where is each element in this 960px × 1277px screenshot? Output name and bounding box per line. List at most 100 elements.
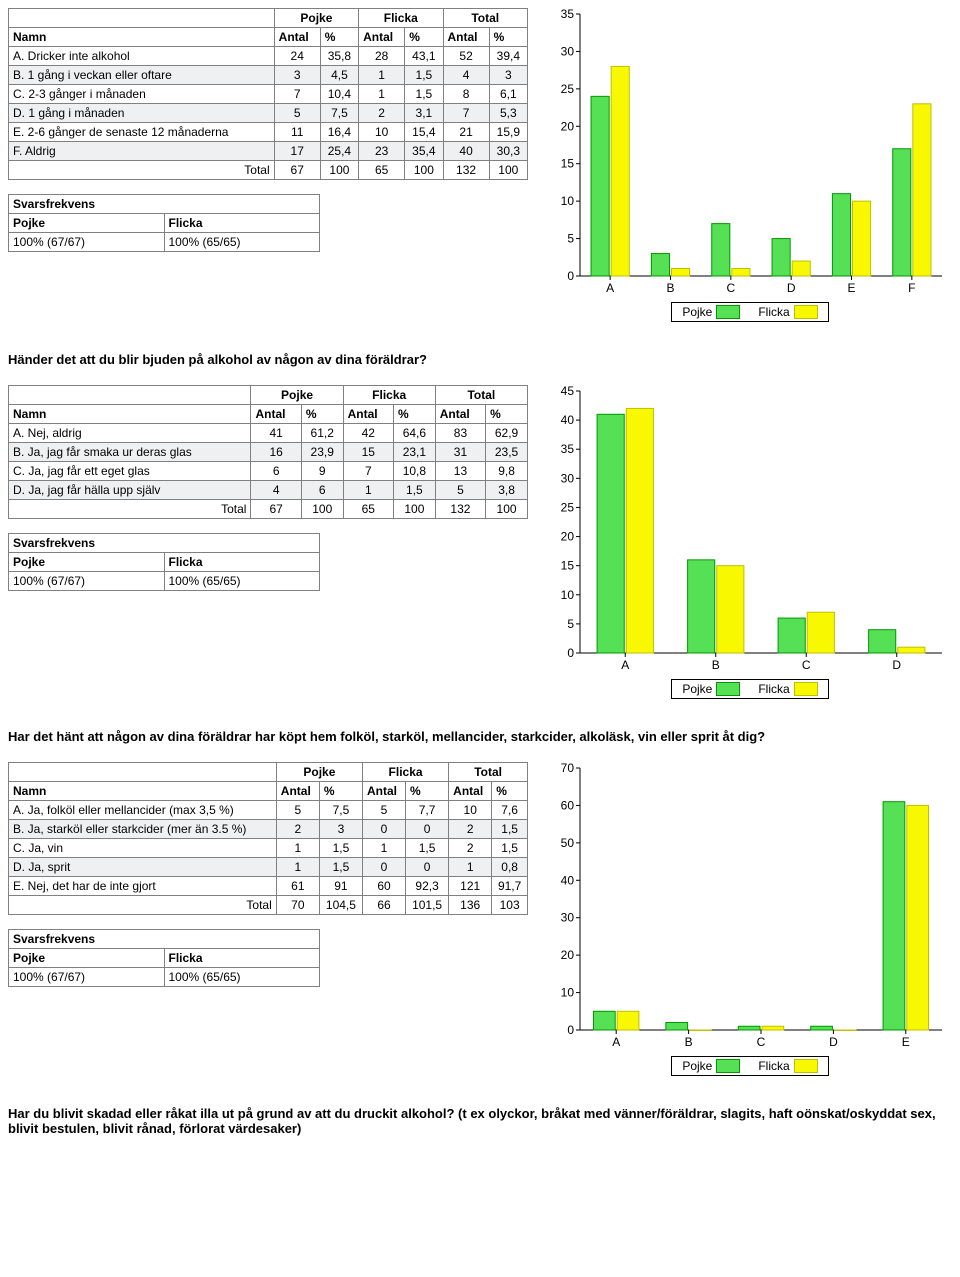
table-row: C. 2-3 gånger i månaden710,411,586,1 — [9, 85, 528, 104]
cell-value: 0 — [406, 820, 449, 839]
table-row: B. Ja, starköl eller starkcider (mer än … — [9, 820, 528, 839]
col-group: Flicka — [343, 386, 435, 405]
col-pct: % — [393, 405, 435, 424]
col-pct: % — [492, 782, 528, 801]
legend-swatch-flicka — [794, 305, 818, 319]
cell-value: 1 — [359, 85, 405, 104]
table-row-total: Total6710065100132100 — [9, 500, 528, 519]
question-heading: Händer det att du blir bjuden på alkohol… — [8, 352, 952, 367]
freq-flicka-label: Flicka — [164, 553, 320, 572]
cell-name: A. Dricker inte alkohol — [9, 47, 275, 66]
cell-name: B. 1 gång i veckan eller oftare — [9, 66, 275, 85]
col-blank — [9, 763, 277, 782]
cell-total: 132 — [435, 500, 485, 519]
cell-value: 30,3 — [489, 142, 527, 161]
cell-total: 65 — [343, 500, 393, 519]
cell-value: 64,6 — [393, 424, 435, 443]
cell-value: 0 — [362, 820, 405, 839]
cell-value: 41 — [251, 424, 301, 443]
chart-legend: Pojke Flicka — [671, 302, 828, 322]
col-antal: Antal — [359, 28, 405, 47]
svg-text:A: A — [621, 658, 629, 672]
freq-pojke-value: 100% (67/67) — [9, 233, 165, 252]
cell-value: 7 — [443, 104, 489, 123]
legend-label: Flicka — [758, 682, 789, 696]
cell-value: 1,5 — [319, 839, 362, 858]
col-antal: Antal — [443, 28, 489, 47]
legend-item-pojke: Pojke — [682, 1059, 740, 1073]
legend-label: Pojke — [682, 305, 712, 319]
freq-flicka-value: 100% (65/65) — [164, 968, 320, 987]
cell-total: 100 — [393, 500, 435, 519]
table-row: D. 1 gång i månaden57,523,175,3 — [9, 104, 528, 123]
cell-total: 100 — [489, 161, 527, 180]
col-namn: Namn — [9, 28, 275, 47]
legend-item-flicka: Flicka — [758, 305, 817, 319]
col-group: Total — [443, 9, 528, 28]
cell-name: D. 1 gång i månaden — [9, 104, 275, 123]
svg-text:45: 45 — [561, 385, 575, 398]
cell-value: 91 — [319, 877, 362, 896]
cell-value: 6 — [251, 462, 301, 481]
legend-item-pojke: Pojke — [682, 305, 740, 319]
cell-total: 101,5 — [406, 896, 449, 915]
cell-value: 1 — [276, 839, 319, 858]
cell-total: 67 — [274, 161, 320, 180]
table-row: A. Nej, aldrig4161,24264,68362,9 — [9, 424, 528, 443]
col-group: Pojke — [276, 763, 362, 782]
survey-section: PojkeFlickaTotalNamnAntal%Antal%Antal%A.… — [8, 8, 952, 322]
svg-text:5: 5 — [567, 617, 574, 631]
svg-text:D: D — [892, 658, 901, 672]
table-row: F. Aldrig1725,42335,44030,3 — [9, 142, 528, 161]
cell-name: E. Nej, det har de inte gjort — [9, 877, 277, 896]
svg-text:30: 30 — [561, 44, 575, 58]
svg-text:B: B — [666, 281, 674, 295]
cell-value: 15 — [343, 443, 393, 462]
table-row: B. Ja, jag får smaka ur deras glas1623,9… — [9, 443, 528, 462]
table-row: A. Dricker inte alkohol2435,82843,15239,… — [9, 47, 528, 66]
chart-wrap: 05101520253035ABCDEFPojkeFlicka — [548, 8, 952, 322]
cell-value: 39,4 — [489, 47, 527, 66]
svg-text:C: C — [757, 1035, 766, 1049]
svg-text:D: D — [787, 281, 796, 295]
cell-value: 7,7 — [406, 801, 449, 820]
legend-swatch-pojke — [716, 682, 740, 696]
cell-total: 66 — [362, 896, 405, 915]
svg-text:0: 0 — [567, 646, 574, 660]
cell-value: 6,1 — [489, 85, 527, 104]
table-row: E. Nej, det har de inte gjort61916092,31… — [9, 877, 528, 896]
col-group: Flicka — [359, 9, 443, 28]
cell-value: 3 — [274, 66, 320, 85]
table-row-total: Total6710065100132100 — [9, 161, 528, 180]
cell-value: 5 — [276, 801, 319, 820]
svg-text:70: 70 — [561, 762, 575, 775]
cell-name: B. Ja, starköl eller starkcider (mer än … — [9, 820, 277, 839]
cell-value: 2 — [276, 820, 319, 839]
svg-text:5: 5 — [567, 232, 574, 246]
table-row: C. Ja, jag får ett eget glas69710,8139,8 — [9, 462, 528, 481]
cell-value: 15,4 — [405, 123, 443, 142]
cell-value: 0,8 — [492, 858, 528, 877]
cell-value: 5 — [274, 104, 320, 123]
cell-name: A. Ja, folköl eller mellancider (max 3,5… — [9, 801, 277, 820]
response-rate-table: SvarsfrekvensPojkeFlicka100% (67/67)100%… — [8, 533, 320, 591]
bar-chart: 010203040506070ABCDE — [548, 762, 948, 1052]
cell-value: 1,5 — [405, 66, 443, 85]
col-antal: Antal — [251, 405, 301, 424]
cell-value: 23,5 — [486, 443, 528, 462]
cell-name: B. Ja, jag får smaka ur deras glas — [9, 443, 251, 462]
chart-legend: PojkeFlicka — [671, 1056, 828, 1076]
cell-value: 5,3 — [489, 104, 527, 123]
cell-name: A. Nej, aldrig — [9, 424, 251, 443]
col-antal: Antal — [276, 782, 319, 801]
cell-value: 0 — [362, 858, 405, 877]
cell-total-label: Total — [9, 161, 275, 180]
question-heading: Har det hänt att någon av dina föräldrar… — [8, 729, 952, 744]
svg-text:10: 10 — [561, 194, 575, 208]
legend-swatch-flicka — [794, 1059, 818, 1073]
svg-text:D: D — [829, 1035, 838, 1049]
cell-value: 23,1 — [393, 443, 435, 462]
cell-total-label: Total — [9, 896, 277, 915]
svg-text:20: 20 — [561, 948, 575, 962]
table-row: D. Ja, jag får hälla upp själv4611,553,8 — [9, 481, 528, 500]
